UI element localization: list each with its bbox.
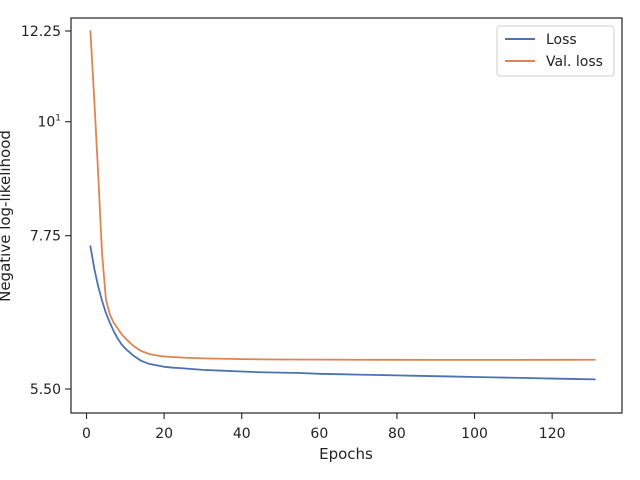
x-axis-label: Epochs — [319, 445, 373, 463]
x-tick-label: 120 — [539, 426, 566, 442]
y-tick-label: 12.25 — [21, 24, 61, 40]
x-tick-label: 40 — [233, 426, 251, 442]
series-line-0 — [89, 245, 596, 381]
y-axis: 5.50 7.75 101 12.25 — [21, 24, 71, 398]
legend-label-val-loss: Val. loss — [546, 54, 603, 70]
x-tick-label: 60 — [310, 426, 328, 442]
x-tick-label: 100 — [461, 426, 488, 442]
y-tick-label: 101 — [37, 114, 61, 131]
legend: Loss Val. loss — [496, 25, 615, 77]
series-line-1 — [89, 30, 596, 361]
plot-frame — [70, 17, 623, 414]
legend-label-loss: Loss — [546, 32, 577, 48]
y-tick-label: 5.50 — [30, 382, 61, 398]
y-axis-label: Negative log-likelihood — [0, 130, 14, 302]
x-tick-label: 20 — [155, 426, 173, 442]
x-tick-label: 80 — [388, 426, 406, 442]
series-layer — [89, 30, 596, 381]
x-axis: 0 20 40 60 80 100 120 — [82, 413, 566, 442]
x-tick-label: 0 — [82, 426, 91, 442]
y-tick-label: 7.75 — [30, 229, 61, 245]
